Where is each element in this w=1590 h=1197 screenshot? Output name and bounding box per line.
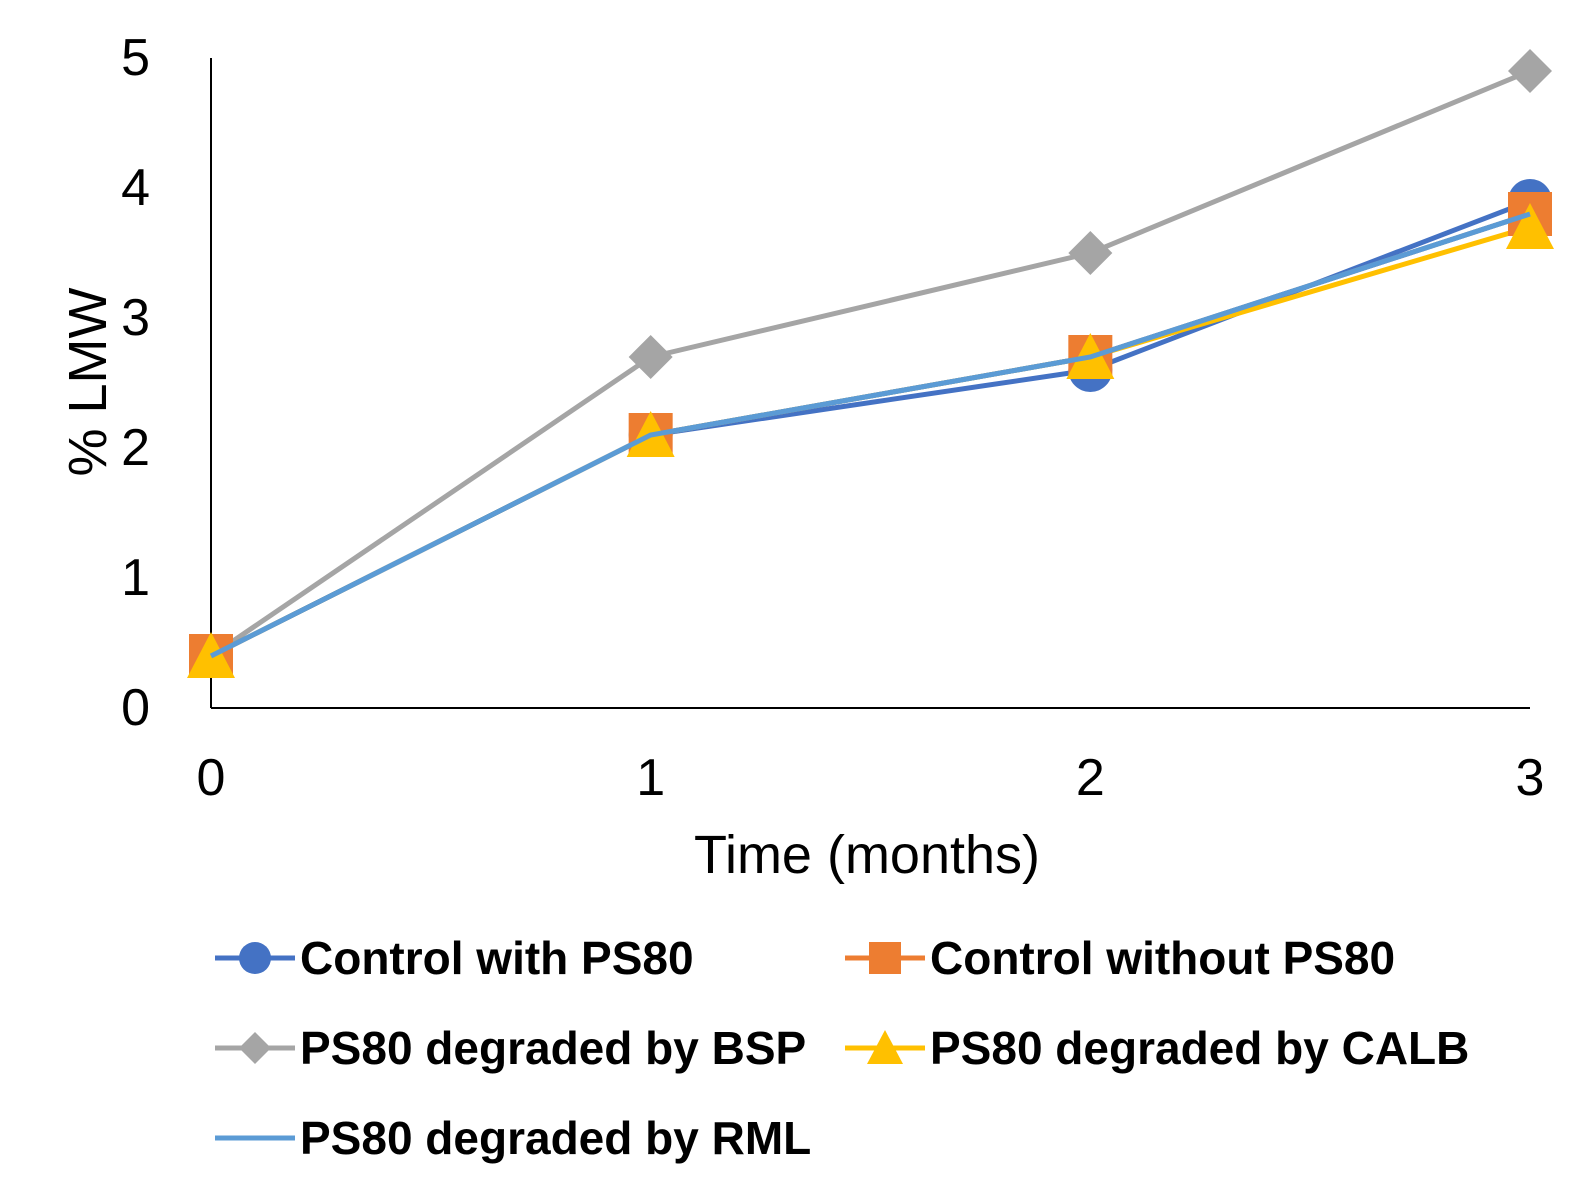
y-tick-label: 2 <box>121 419 150 477</box>
series-line <box>209 224 1531 659</box>
data-point <box>1506 203 1554 249</box>
y-tick-label: 1 <box>121 549 150 607</box>
legend-swatch-marker <box>867 1030 903 1064</box>
x-tick-labels: 0 1 2 3 <box>197 749 1545 807</box>
legend-label: Control without PS80 <box>930 932 1395 984</box>
legend-label: Control with PS80 <box>300 932 694 984</box>
legend-label: PS80 degraded by CALB <box>930 1022 1469 1074</box>
data-point <box>1068 231 1113 275</box>
series-markers <box>187 49 1554 678</box>
y-tick-labels: 0 1 2 3 4 5 <box>121 29 150 737</box>
axes <box>210 58 1530 709</box>
x-tick-label: 0 <box>197 749 226 807</box>
series-line <box>209 68 1531 659</box>
legend-label: PS80 degraded by BSP <box>300 1022 806 1074</box>
legend-item: PS80 degraded by CALB <box>845 1022 1469 1074</box>
series-line <box>209 198 1531 659</box>
x-axis-title: Time (months) <box>694 825 1040 885</box>
legend-swatch-marker <box>239 942 271 974</box>
x-tick-label: 1 <box>636 749 665 807</box>
y-tick-label: 0 <box>121 679 150 737</box>
x-tick-label: 2 <box>1076 749 1105 807</box>
legend-item: Control with PS80 <box>215 932 694 984</box>
data-point <box>628 335 673 379</box>
legend-item: PS80 degraded by BSP <box>215 1022 806 1074</box>
legend-label: PS80 degraded by RML <box>300 1112 811 1164</box>
series-line-overlay <box>209 211 1531 659</box>
legend-swatch-marker <box>869 942 901 974</box>
series-lines <box>209 68 1531 659</box>
y-tick-label: 3 <box>121 289 150 347</box>
x-tick-label: 3 <box>1516 749 1545 807</box>
data-point <box>1508 49 1552 93</box>
legend-item: Control without PS80 <box>845 932 1395 984</box>
y-tick-label: 4 <box>121 159 150 217</box>
y-axis-title: % LMW <box>58 287 118 476</box>
legend: Control with PS80 Control without PS80 PS8… <box>215 932 1469 1164</box>
y-tick-label: 5 <box>121 29 150 87</box>
legend-swatch-marker <box>239 1032 271 1064</box>
legend-item: PS80 degraded by RML <box>215 1112 811 1164</box>
